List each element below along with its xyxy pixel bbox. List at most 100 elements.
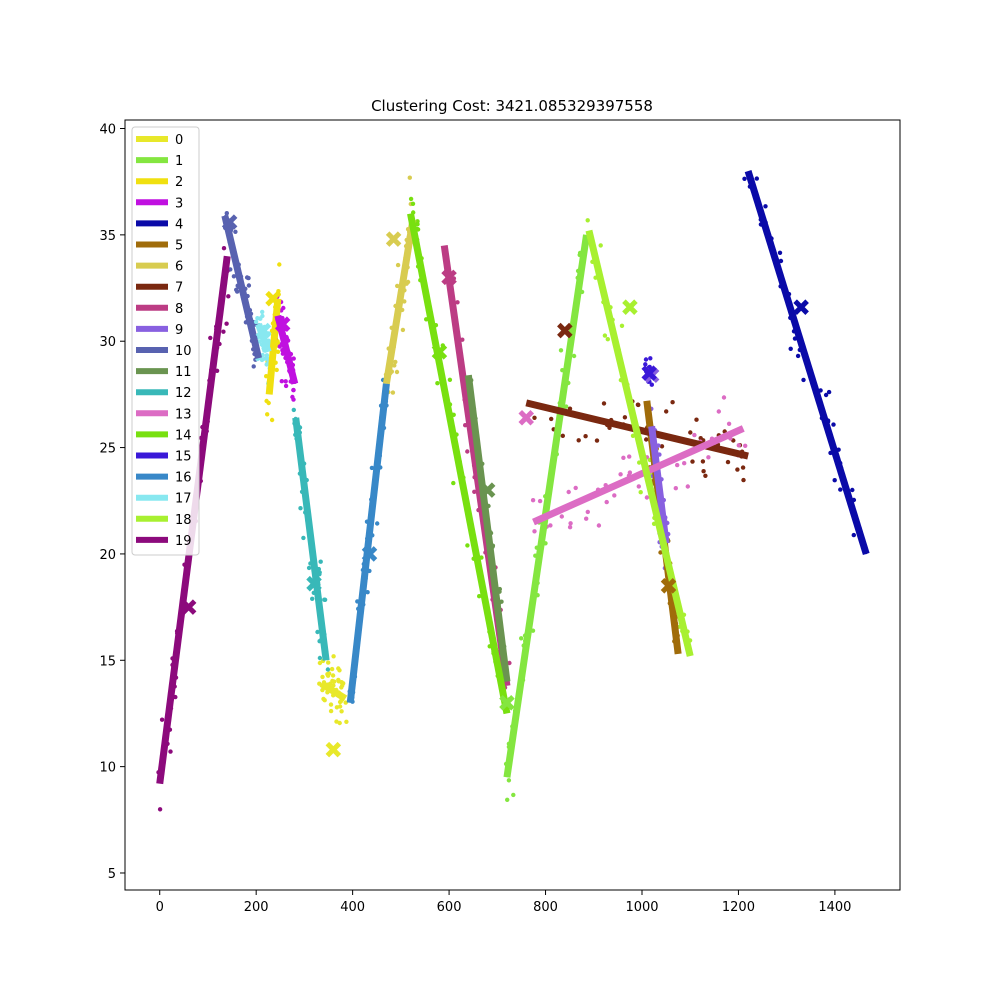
cluster-lines xyxy=(156,170,870,785)
data-point-cluster-10 xyxy=(246,275,251,281)
data-point-cluster-0 xyxy=(336,677,341,683)
data-point-cluster-13 xyxy=(559,514,564,519)
data-point-cluster-16 xyxy=(369,465,375,471)
centroid-cluster-4 xyxy=(793,299,809,315)
data-point-cluster-4 xyxy=(832,478,837,483)
data-point-cluster-0 xyxy=(337,720,342,726)
data-point-cluster-13 xyxy=(532,529,537,534)
data-point-cluster-4 xyxy=(795,353,801,359)
data-point-cluster-16 xyxy=(375,521,380,526)
data-point-cluster-4 xyxy=(850,487,855,493)
fit-line-cluster-1 xyxy=(503,234,590,778)
data-point-cluster-19 xyxy=(226,294,231,299)
data-point-cluster-10 xyxy=(224,211,229,216)
data-point-cluster-0 xyxy=(337,704,343,709)
data-point-cluster-6 xyxy=(394,369,400,375)
data-point-cluster-4 xyxy=(801,377,806,383)
data-point-cluster-12 xyxy=(317,655,323,661)
data-point-cluster-1 xyxy=(564,404,569,409)
data-point-cluster-13 xyxy=(567,525,573,530)
legend-label-18: 18 xyxy=(175,513,192,528)
x-tick-label: 1400 xyxy=(818,900,851,915)
centroid-cluster-0 xyxy=(325,741,342,758)
legend-label-3: 3 xyxy=(175,196,183,211)
data-point-cluster-12 xyxy=(298,506,303,511)
data-point-cluster-13 xyxy=(573,485,578,491)
data-point-cluster-13 xyxy=(627,454,632,459)
data-point-cluster-1 xyxy=(519,636,524,641)
data-point-cluster-13 xyxy=(636,484,641,489)
data-point-cluster-7 xyxy=(725,459,731,465)
data-point-cluster-13 xyxy=(736,443,741,448)
cluster-centroids xyxy=(180,214,809,758)
data-point-cluster-17 xyxy=(260,309,265,315)
data-point-cluster-3 xyxy=(283,383,289,389)
data-point-cluster-0 xyxy=(321,696,326,702)
data-point-cluster-13 xyxy=(530,498,536,503)
data-point-cluster-13 xyxy=(584,516,589,521)
data-point-cluster-19 xyxy=(221,246,227,251)
data-point-cluster-13 xyxy=(568,521,573,526)
data-point-cluster-16 xyxy=(365,590,370,595)
legend-label-0: 0 xyxy=(175,133,183,148)
data-point-cluster-17 xyxy=(264,353,270,358)
x-tick-label: 800 xyxy=(533,900,558,915)
legend-box xyxy=(131,126,200,556)
data-point-cluster-19 xyxy=(221,329,226,334)
data-point-cluster-1 xyxy=(506,778,512,783)
centroid-cluster-1 xyxy=(499,695,515,711)
fit-line-cluster-12 xyxy=(292,417,330,661)
y-tick-label: 40 xyxy=(99,123,116,138)
data-point-cluster-18 xyxy=(602,333,608,338)
y-tick-label: 30 xyxy=(99,335,116,350)
centroid-cluster-13 xyxy=(518,410,535,426)
data-point-cluster-7 xyxy=(549,416,554,422)
data-point-cluster-15 xyxy=(649,382,654,387)
centroid-cluster-6 xyxy=(385,231,402,247)
data-point-cluster-8 xyxy=(472,489,477,494)
y-tick-label: 20 xyxy=(99,548,116,563)
data-point-cluster-13 xyxy=(685,484,690,489)
legend-label-10: 10 xyxy=(175,344,192,359)
data-point-cluster-18 xyxy=(605,337,610,342)
data-point-cluster-7 xyxy=(594,438,600,443)
fit-line-cluster-0 xyxy=(319,680,348,702)
data-point-cluster-7 xyxy=(644,437,649,442)
data-point-cluster-7 xyxy=(703,473,708,478)
y-tick-label: 15 xyxy=(99,654,116,669)
fit-line-cluster-2 xyxy=(265,298,282,395)
data-point-cluster-17 xyxy=(264,362,269,367)
chart-title: Clustering Cost: 3421.085329397558 xyxy=(371,97,653,115)
data-point-cluster-0 xyxy=(325,673,331,678)
data-point-cluster-17 xyxy=(257,316,263,321)
data-point-cluster-6 xyxy=(393,359,398,365)
centroid-cluster-7 xyxy=(557,322,573,339)
data-point-cluster-15 xyxy=(647,364,652,370)
fit-line-cluster-9 xyxy=(648,425,670,544)
data-point-cluster-7 xyxy=(701,469,706,474)
data-point-cluster-12 xyxy=(325,667,331,672)
data-point-cluster-0 xyxy=(317,660,323,666)
data-point-cluster-14 xyxy=(435,381,440,386)
legend-label-9: 9 xyxy=(175,323,183,338)
data-point-cluster-4 xyxy=(831,422,836,427)
data-point-cluster-14 xyxy=(477,594,482,599)
data-point-cluster-12 xyxy=(315,629,320,635)
data-point-cluster-15 xyxy=(648,356,653,361)
data-point-cluster-13 xyxy=(566,489,571,495)
data-point-cluster-13 xyxy=(675,462,680,468)
data-point-cluster-4 xyxy=(742,176,747,181)
legend-label-15: 15 xyxy=(175,450,192,465)
data-point-cluster-7 xyxy=(659,444,665,449)
data-point-cluster-13 xyxy=(585,509,590,515)
legend-label-11: 11 xyxy=(175,365,192,380)
data-point-cluster-3 xyxy=(283,379,288,384)
data-point-cluster-0 xyxy=(328,702,334,707)
y-tick-label: 10 xyxy=(99,761,116,776)
data-point-cluster-7 xyxy=(700,459,706,464)
data-point-cluster-0 xyxy=(317,681,322,686)
data-point-cluster-4 xyxy=(763,204,768,209)
data-point-cluster-14 xyxy=(410,201,416,206)
data-point-cluster-14 xyxy=(408,196,414,202)
data-point-cluster-7 xyxy=(741,477,746,483)
